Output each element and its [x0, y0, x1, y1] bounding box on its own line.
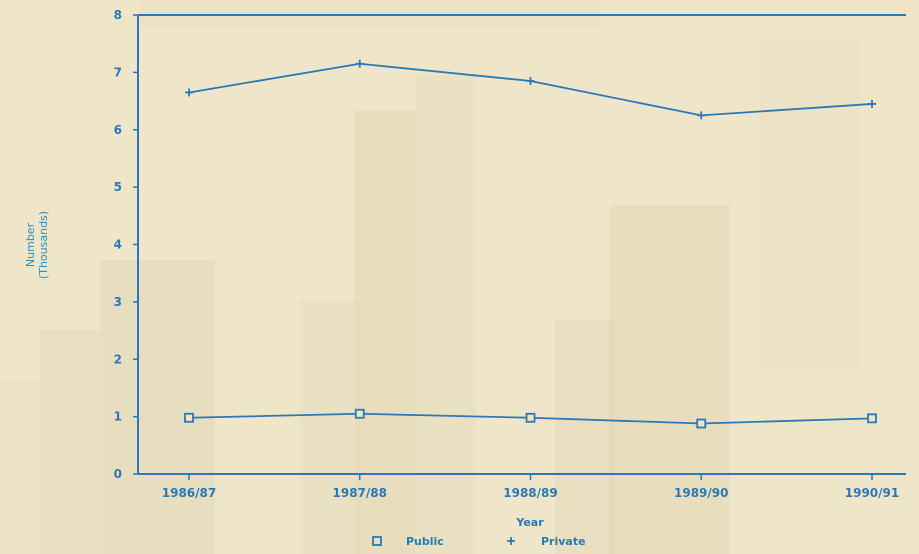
y-axis-label-line1: Number	[24, 222, 37, 267]
y-tick-label: 8	[114, 8, 122, 22]
y-tick-label: 3	[114, 295, 122, 309]
plot-frame	[137, 14, 906, 475]
legend-private-marker	[507, 537, 515, 545]
x-tick-label: 1988/89	[503, 486, 557, 500]
series-markers	[184, 59, 877, 429]
x-tick-label: 1990/91	[845, 486, 899, 500]
y-axis-label: Number (Thousands)	[24, 211, 50, 279]
data-point-private	[697, 111, 706, 120]
data-point-public	[867, 413, 877, 424]
y-tick-label: 6	[114, 123, 122, 137]
y-tick-label: 2	[114, 352, 122, 366]
y-ticks: 0 1 2 3 4 5 6 7 8	[114, 8, 138, 481]
legend: Public Private	[372, 535, 586, 548]
data-point-private	[526, 76, 535, 85]
y-tick-label: 4	[114, 238, 122, 252]
y-tick-label: 7	[114, 65, 122, 79]
x-ticks: 1986/87 1987/88 1988/89 1989/90 1990/91	[162, 474, 899, 500]
legend-public-label: Public	[406, 535, 444, 548]
data-point-private	[355, 59, 364, 68]
y-tick-label: 0	[114, 467, 122, 481]
data-point-private	[185, 88, 193, 97]
legend-public-marker	[372, 536, 382, 546]
data-point-private	[868, 99, 876, 108]
y-axis-label-line2: (Thousands)	[37, 211, 50, 279]
x-tick-label: 1987/88	[333, 486, 387, 500]
y-tick-label: 1	[114, 410, 122, 424]
data-point-public	[184, 412, 194, 423]
x-tick-label: 1989/90	[674, 486, 728, 500]
x-axis-label: Year	[515, 516, 544, 529]
y-tick-label: 5	[114, 180, 122, 194]
series-line-private	[188, 62, 873, 117]
data-point-public	[525, 412, 536, 423]
x-tick-label: 1986/87	[162, 486, 216, 500]
data-point-public	[696, 418, 707, 429]
series-lines	[188, 62, 873, 425]
data-point-public	[354, 408, 365, 419]
legend-private-label: Private	[541, 535, 586, 548]
